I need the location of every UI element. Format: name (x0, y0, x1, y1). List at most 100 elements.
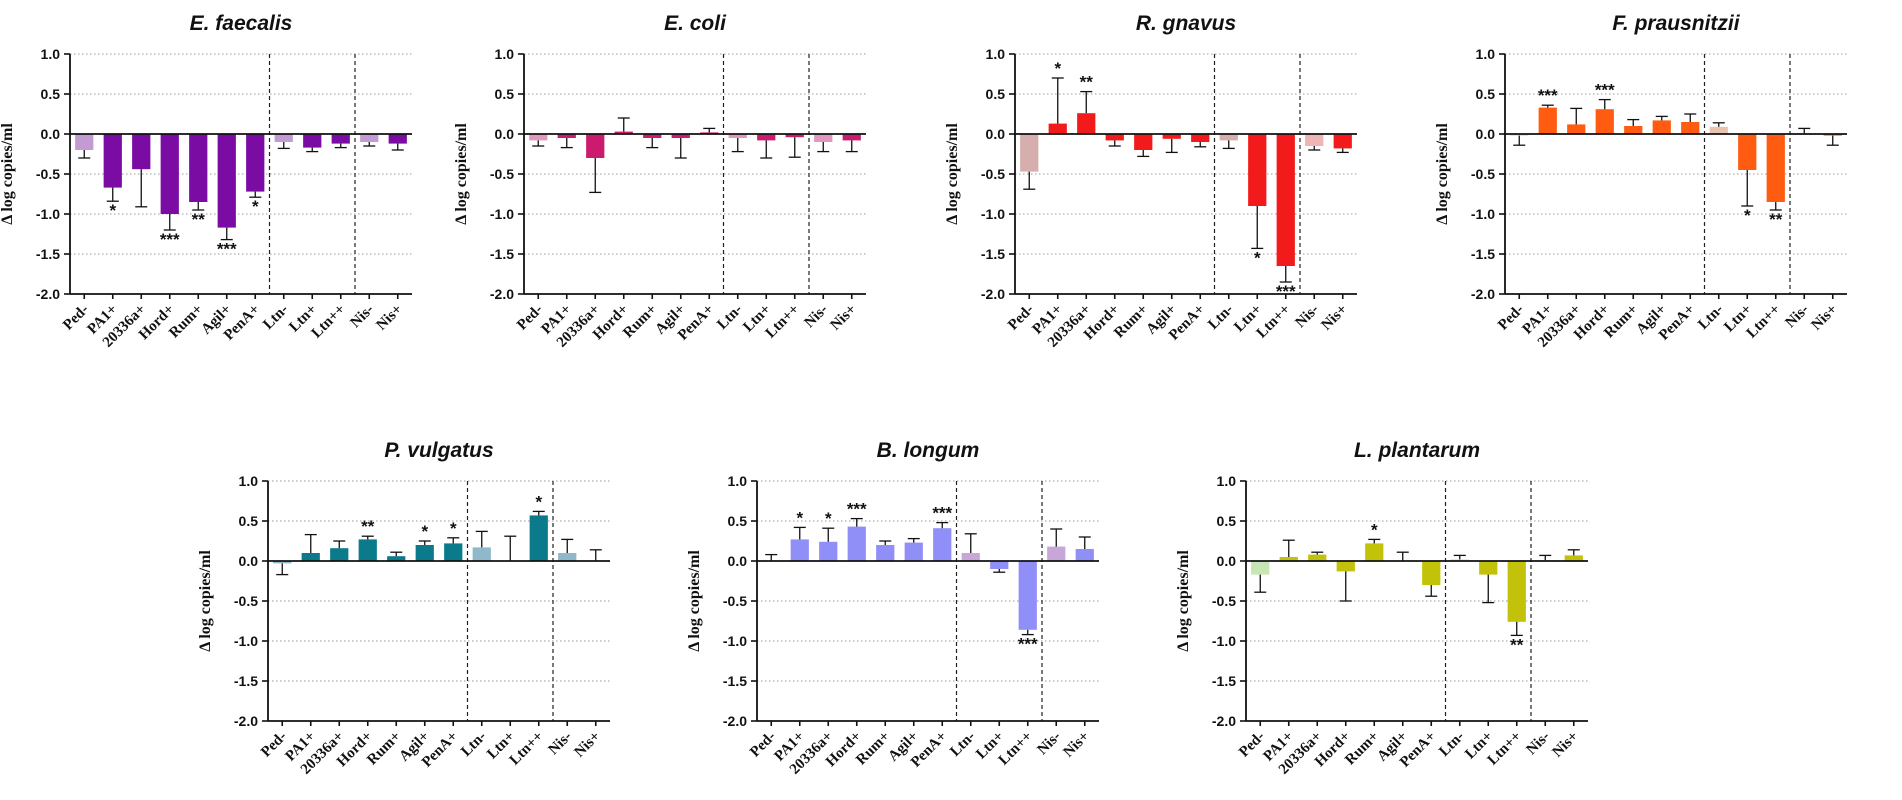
bar (1248, 134, 1267, 206)
y-tick-label: 0.0 (495, 126, 515, 142)
bar (1162, 134, 1181, 139)
bar (961, 553, 980, 561)
bar (1047, 546, 1066, 561)
bar (1075, 549, 1094, 561)
bar (472, 547, 491, 561)
bar (876, 545, 895, 561)
chart-panel: R. gnavus Δ log copies/ml 1.0 0.5 0.0 -0.5 -1.… (944, 12, 1357, 351)
y-tick-label: -1.5 (723, 673, 747, 689)
bar (1048, 123, 1067, 134)
bar (1134, 134, 1153, 150)
y-tick-label: 0.0 (728, 553, 748, 569)
category-label: Rum+ (364, 729, 404, 769)
bar (728, 134, 747, 138)
category-label: Nis- (347, 302, 377, 332)
bar (189, 134, 208, 202)
y-tick-label: 0.0 (1476, 126, 1496, 142)
y-axis-label: Δ log copies/ml (197, 550, 214, 652)
bar (1105, 134, 1124, 141)
bar (1567, 124, 1586, 134)
chart-title: L. plantarum (1354, 439, 1480, 462)
y-tick-label: -0.5 (490, 166, 514, 182)
y-tick-label: -1.5 (234, 673, 258, 689)
y-tick-label: -1.5 (1471, 246, 1495, 262)
y-tick-label: -2.0 (1471, 286, 1495, 302)
bar (904, 542, 923, 561)
y-tick-label: -1.5 (1212, 673, 1236, 689)
chart-panel: L. plantarum Δ log copies/ml 1.0 0.5 0.0 -0.5… (1175, 439, 1588, 778)
bar (1276, 134, 1295, 266)
category-label: Rum+ (1111, 302, 1151, 342)
chart-title: B. longum (877, 439, 980, 462)
y-axis-label: Δ log copies/ml (1434, 123, 1451, 225)
bar (557, 134, 576, 138)
y-tick-label: -1.0 (234, 633, 258, 649)
bar (1018, 561, 1037, 630)
category-label: Rum+ (166, 302, 206, 342)
bar (790, 539, 809, 561)
bar (1020, 134, 1039, 172)
y-tick-label: 0.5 (495, 86, 515, 102)
significance-mark: *** (217, 240, 237, 259)
category-label: Nis+ (571, 729, 603, 761)
bar (75, 134, 94, 150)
y-tick-label: 1.0 (728, 473, 748, 489)
chart-panel: F. prausnitzii Δ log copies/ml 1.0 0.5 0.0 -0… (1434, 12, 1847, 351)
significance-mark: ** (1080, 73, 1094, 92)
bar (160, 134, 179, 214)
significance-mark: *** (1595, 81, 1615, 100)
bar (360, 134, 379, 142)
y-tick-label: -0.5 (1471, 166, 1495, 182)
y-tick-label: 0.0 (986, 126, 1006, 142)
bar (301, 553, 320, 561)
y-tick-label: -2.0 (234, 713, 258, 729)
bar (1538, 107, 1557, 134)
y-tick-label: 0.5 (1217, 513, 1237, 529)
bar (1652, 120, 1671, 134)
category-label: Ltn- (1436, 729, 1467, 760)
bar (842, 134, 861, 141)
y-axis-label: Δ log copies/ml (0, 123, 16, 225)
bar (330, 548, 349, 561)
bar (273, 561, 292, 564)
bar (415, 545, 434, 561)
category-label: Nis- (1034, 729, 1064, 759)
bar (1336, 561, 1355, 572)
y-tick-label: -2.0 (490, 286, 514, 302)
y-tick-label: -2.0 (981, 286, 1005, 302)
significance-mark: ** (192, 210, 206, 229)
y-tick-label: -1.5 (36, 246, 60, 262)
significance-mark: *** (1018, 635, 1038, 654)
bar (103, 134, 122, 188)
y-tick-label: -1.0 (36, 206, 60, 222)
bar (1422, 561, 1441, 585)
bar (847, 526, 866, 561)
bar (1766, 134, 1785, 202)
category-label: Nis- (545, 729, 575, 759)
y-tick-label: 1.0 (239, 473, 259, 489)
significance-mark: *** (1276, 282, 1296, 301)
bar (358, 539, 377, 561)
bar (614, 131, 633, 134)
y-tick-label: 0.0 (239, 553, 259, 569)
bar (757, 134, 776, 141)
bar (814, 134, 833, 142)
y-tick-label: -2.0 (36, 286, 60, 302)
significance-mark: *** (1538, 86, 1558, 105)
bar (387, 556, 406, 561)
bar (1308, 554, 1327, 561)
significance-mark: * (825, 509, 832, 528)
category-label: Rum+ (1342, 729, 1382, 769)
category-label: Nis+ (827, 302, 859, 334)
bar (1305, 134, 1324, 146)
category-label: Nis+ (1808, 302, 1840, 334)
bar (303, 134, 322, 148)
category-label: Nis- (1523, 729, 1553, 759)
bar (1507, 561, 1526, 622)
bar (1279, 557, 1298, 561)
y-tick-label: -0.5 (723, 593, 747, 609)
category-label: Nis+ (1318, 302, 1350, 334)
y-tick-label: -1.5 (490, 246, 514, 262)
bar (586, 134, 605, 158)
